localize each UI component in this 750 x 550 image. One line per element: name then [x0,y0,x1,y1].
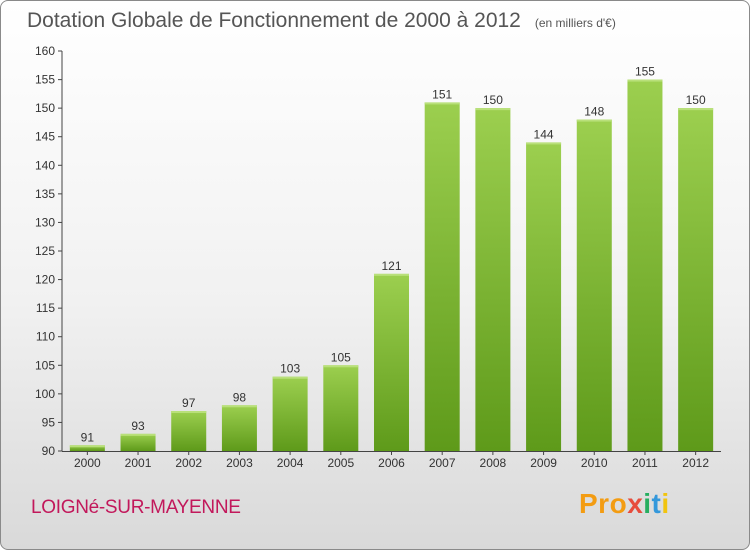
bar [475,108,511,452]
chart-title-text: Dotation Globale de Fonctionnement de 20… [27,9,521,32]
y-tick-label: 145 [35,130,55,144]
bar-value-label: 150 [686,93,706,107]
x-tick-label: 2001 [125,456,152,470]
bar-value-label: 98 [233,390,247,404]
x-tick-label: 2006 [378,456,405,470]
bar-top-highlight [576,119,612,122]
x-tick-label: 2007 [429,456,456,470]
bar-top-highlight [69,445,105,448]
bar [424,102,460,451]
bar-top-highlight [120,433,156,436]
logo-part-1: Pro [579,488,628,519]
bar [374,273,409,451]
bar-top-highlight [526,142,562,145]
x-tick-label: 2012 [682,456,709,470]
proxiti-logo: Proxiti [579,488,670,520]
bar-value-label: 103 [280,362,300,376]
bar [171,411,207,451]
x-tick-label: 2009 [530,456,557,470]
x-tick-label: 2008 [480,456,507,470]
y-tick-label: 155 [35,73,55,87]
bar-top-highlight [374,273,409,276]
bar-top-highlight [424,102,460,105]
x-tick-label: 2004 [277,456,304,470]
x-tick-label: 2000 [74,456,101,470]
bar [120,433,156,451]
bar-top-highlight [323,365,359,368]
bar [272,376,308,451]
y-tick-label: 105 [35,358,55,372]
logo-part-5: i [661,488,670,519]
bars: 91 93 97 98 103 105 121 151 150 144 148 155 150 [69,65,714,452]
bar [526,142,562,451]
logo-part-3: i [643,488,652,519]
bar-top-highlight [627,79,663,82]
x-tick-label: 2003 [226,456,253,470]
x-tick-label: 2005 [327,456,354,470]
bar [576,119,612,452]
bar-top-highlight [475,108,511,111]
y-tick-label: 90 [42,444,56,458]
bar [69,445,105,451]
commune-name: LOIGNé-SUR-MAYENNE [31,497,241,518]
chart-title: Dotation Globale de Fonctionnement de 20… [27,9,616,33]
bar-value-label: 121 [381,259,401,273]
y-tick-label: 120 [35,273,55,287]
logo-part-2: x [627,488,644,519]
x-tick-label: 2011 [632,456,658,470]
bar-value-label: 105 [331,350,351,364]
bar [221,405,257,451]
bar [323,365,359,451]
bar-value-label: 155 [635,65,655,79]
bar-value-label: 93 [131,419,145,433]
x-tick-label: 2010 [581,456,608,470]
y-tick-label: 130 [35,215,55,229]
y-tick-label: 135 [35,187,55,201]
bar-value-label: 148 [584,105,604,119]
bar-top-highlight [221,405,257,408]
chart-unit: (en milliers d'€) [534,16,616,30]
bar-value-label: 97 [182,396,196,410]
bar-top-highlight [171,411,207,413]
bar [678,108,714,452]
logo-part-4: t [651,488,662,519]
bar-value-label: 151 [432,87,452,101]
bar-value-label: 91 [81,430,95,444]
bar-value-label: 144 [534,127,554,141]
y-tick-label: 125 [35,244,55,258]
y-tick-label: 95 [42,415,56,429]
bar [627,79,663,452]
bar-top-highlight [272,376,308,379]
bar-top-highlight [678,108,714,111]
y-tick-label: 160 [35,44,55,58]
y-tick-label: 115 [36,301,55,315]
y-tick-label: 100 [35,387,55,401]
y-tick-label: 140 [35,158,55,172]
bar-value-label: 150 [483,93,503,107]
y-tick-label: 150 [35,101,55,115]
axes: 90 95 100 105 110 115 120 125 130 135 140 145 150 155… [35,44,721,470]
y-tick-label: 110 [36,330,55,344]
x-tick-label: 2002 [175,456,202,470]
